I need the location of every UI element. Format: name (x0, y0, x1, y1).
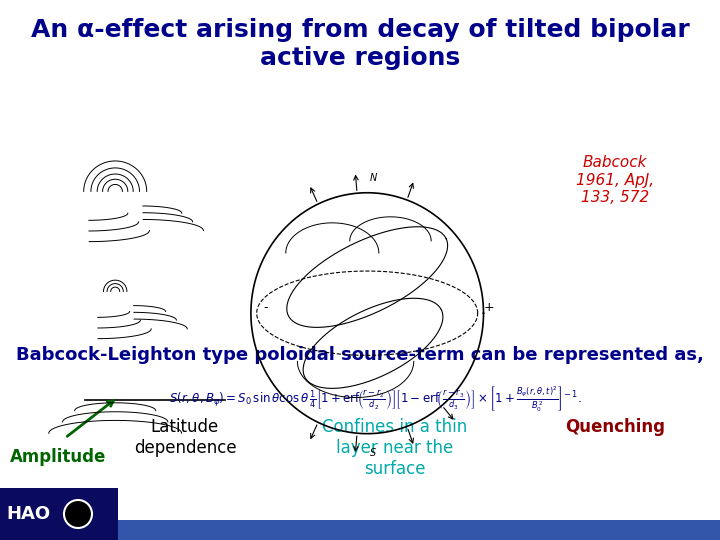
Bar (0, 488, 118, 540)
Text: Babcock
1961, ApJ,
133, 572: Babcock 1961, ApJ, 133, 572 (576, 155, 654, 205)
Text: Babcock-Leighton type poloidal source-term can be represented as,: Babcock-Leighton type poloidal source-te… (16, 346, 704, 364)
Text: Latitude
dependence: Latitude dependence (134, 418, 236, 457)
Bar (0, 520, 720, 540)
Text: N: N (369, 173, 377, 183)
Text: $S(r,\theta,B_\varphi) = S_0\,\sin\theta\cos\theta\,\frac{1}{4}\left[1+\mathrm{e: $S(r,\theta,B_\varphi) = S_0\,\sin\theta… (168, 385, 581, 414)
Text: S: S (370, 448, 376, 458)
Circle shape (64, 500, 92, 528)
Text: An α-effect arising from decay of tilted bipolar: An α-effect arising from decay of tilted… (31, 18, 689, 42)
Text: HAO: HAO (6, 505, 50, 523)
Text: active regions: active regions (260, 46, 460, 70)
Text: Amplitude: Amplitude (10, 448, 106, 466)
Text: Confines in a thin
layer near the
surface: Confines in a thin layer near the surfac… (323, 418, 467, 477)
Text: +: + (484, 301, 494, 314)
Text: Quenching: Quenching (565, 418, 665, 436)
Text: -: - (264, 301, 269, 314)
